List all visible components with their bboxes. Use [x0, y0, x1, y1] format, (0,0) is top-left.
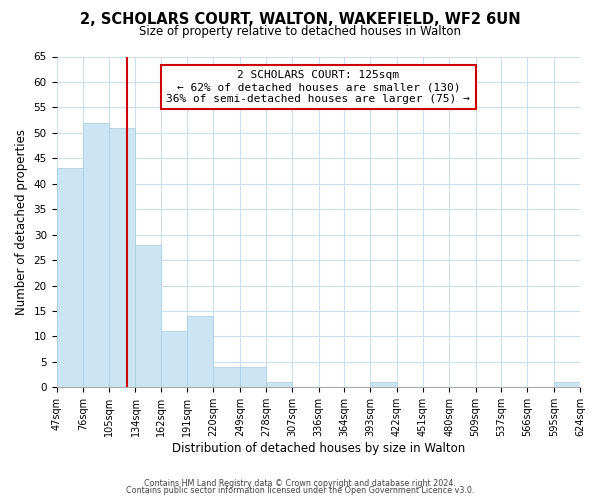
Text: Size of property relative to detached houses in Walton: Size of property relative to detached ho…: [139, 25, 461, 38]
Bar: [266, 382, 292, 388]
Bar: [370, 382, 397, 388]
Y-axis label: Number of detached properties: Number of detached properties: [15, 129, 28, 315]
Bar: [187, 316, 214, 388]
Bar: [161, 332, 187, 388]
Bar: [109, 128, 136, 388]
Bar: [554, 382, 580, 388]
X-axis label: Distribution of detached houses by size in Walton: Distribution of detached houses by size …: [172, 442, 465, 455]
Text: 2, SCHOLARS COURT, WALTON, WAKEFIELD, WF2 6UN: 2, SCHOLARS COURT, WALTON, WAKEFIELD, WF…: [80, 12, 520, 28]
Bar: [56, 168, 83, 388]
Text: Contains HM Land Registry data © Crown copyright and database right 2024.: Contains HM Land Registry data © Crown c…: [144, 478, 456, 488]
Bar: [136, 245, 161, 388]
Text: Contains public sector information licensed under the Open Government Licence v3: Contains public sector information licen…: [126, 486, 474, 495]
Bar: [214, 367, 240, 388]
Bar: [240, 367, 266, 388]
Text: 2 SCHOLARS COURT: 125sqm
← 62% of detached houses are smaller (130)
36% of semi-: 2 SCHOLARS COURT: 125sqm ← 62% of detach…: [166, 70, 470, 104]
Bar: [83, 122, 109, 388]
